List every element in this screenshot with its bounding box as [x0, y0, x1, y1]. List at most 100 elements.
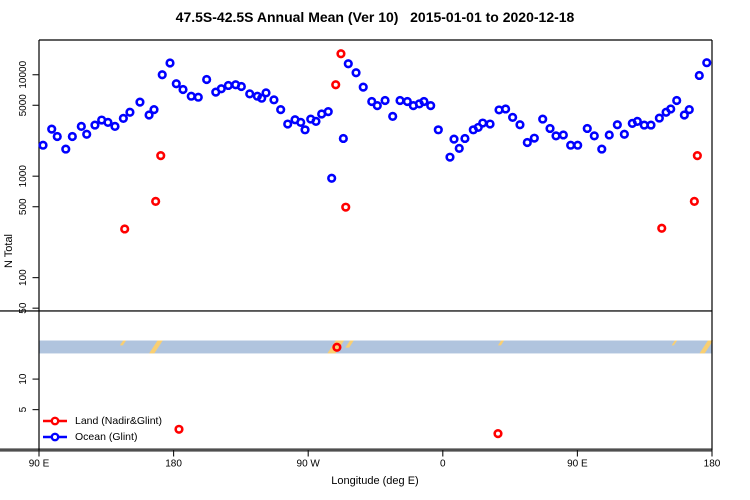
x-tick-label: 180 — [704, 459, 721, 470]
x-tick-label: 180 — [165, 459, 182, 470]
data-point-ocean — [165, 58, 175, 68]
land-mark — [149, 340, 163, 354]
data-point-ocean — [327, 173, 337, 183]
data-point-land — [156, 151, 166, 161]
data-point-ocean — [426, 100, 436, 111]
data-point-land — [692, 151, 702, 161]
y-axis-label: N Total — [3, 233, 15, 269]
x-tick-label: 90 E — [29, 459, 50, 470]
data-point-ocean — [311, 116, 321, 126]
data-point-ocean — [445, 152, 455, 162]
data-point-ocean — [149, 105, 159, 115]
data-point-land — [493, 429, 503, 439]
data-point-ocean — [694, 70, 704, 81]
data-point-ocean — [178, 84, 188, 95]
data-point-ocean — [702, 58, 712, 68]
data-point-ocean — [338, 133, 348, 144]
data-point-ocean — [61, 144, 71, 154]
y-tick-label: 5000 — [18, 94, 29, 117]
ocean-strip — [39, 340, 712, 354]
data-point-ocean — [679, 110, 689, 120]
legend-label-land: Land (Nadir&Glint) — [75, 414, 162, 427]
y-tick-label: 50 — [18, 302, 29, 314]
land-mark — [497, 340, 505, 346]
data-point-ocean — [323, 107, 333, 117]
data-point-ocean — [402, 96, 412, 107]
data-point-ocean — [666, 104, 676, 114]
data-point-ocean — [276, 105, 286, 115]
data-point-ocean — [545, 123, 555, 134]
data-point-ocean — [245, 89, 255, 99]
data-point-land — [331, 80, 341, 90]
land-mark — [345, 340, 354, 348]
x-tick-label: 90 E — [567, 459, 588, 470]
data-point-ocean — [171, 79, 181, 89]
data-point-ocean — [508, 112, 518, 122]
data-point-ocean — [223, 80, 233, 91]
y-tick-label: 500 — [18, 198, 29, 215]
data-point-ocean — [110, 121, 120, 132]
data-point-ocean — [672, 95, 682, 106]
data-point-ocean — [261, 88, 271, 98]
x-tick-label: 90 W — [297, 459, 321, 470]
data-point-ocean — [38, 140, 48, 150]
data-point-ocean — [300, 125, 310, 135]
data-point-ocean — [47, 124, 57, 134]
data-point-ocean — [433, 125, 443, 135]
data-point-ocean — [358, 82, 368, 92]
data-point-ocean — [485, 119, 495, 129]
chart-title: 47.5S-42.5S Annual Mean (Ver 10) 2015-01… — [175, 9, 575, 25]
data-point-ocean — [82, 129, 92, 139]
data-point-ocean — [597, 144, 607, 154]
data-point-land — [151, 196, 161, 206]
data-point-ocean — [343, 59, 353, 69]
data-point-ocean — [478, 118, 488, 128]
data-point-ocean — [144, 110, 154, 120]
data-point-ocean — [501, 104, 511, 114]
data-point-ocean — [118, 113, 128, 123]
data-point-land — [120, 224, 130, 234]
y-tick-label: 10 — [18, 373, 29, 385]
data-point-ocean — [257, 93, 267, 103]
data-point-land — [657, 223, 667, 233]
land-marker-icon — [43, 416, 67, 425]
data-point-ocean — [619, 129, 629, 139]
y-tick-label: 1000 — [18, 165, 29, 188]
data-point-land — [341, 202, 351, 212]
data-point-ocean — [589, 131, 599, 141]
data-point-ocean — [632, 116, 642, 126]
y-tick-label: 5 — [18, 406, 29, 412]
y-tick-label: 10000 — [18, 60, 29, 88]
data-point-ocean — [529, 133, 539, 143]
land-mark — [699, 340, 714, 354]
ocean-marker-icon — [43, 432, 67, 441]
data-point-ocean — [186, 91, 196, 101]
data-point-ocean — [654, 113, 664, 123]
data-point-ocean — [351, 68, 361, 78]
data-point-ocean — [103, 117, 113, 128]
data-point-ocean — [202, 74, 212, 85]
data-point-land — [332, 342, 342, 352]
data-point-ocean — [454, 143, 464, 153]
data-point-land — [174, 424, 184, 434]
data-point-ocean — [193, 92, 203, 102]
x-axis-label: Longitude (deg E) — [331, 475, 419, 487]
data-point-ocean — [76, 121, 86, 132]
data-point-ocean — [538, 114, 548, 124]
data-point-ocean — [566, 140, 576, 150]
data-point-ocean — [269, 95, 279, 105]
data-point-ocean — [419, 96, 429, 107]
data-point-ocean — [515, 120, 525, 130]
data-point-ocean — [582, 123, 592, 134]
legend-item-land: Land (Nadir&Glint) — [42, 413, 162, 428]
data-point-ocean — [460, 133, 470, 144]
land-mark — [671, 340, 678, 346]
land-mark — [119, 340, 127, 346]
data-point-ocean — [612, 120, 622, 130]
data-point-ocean — [551, 131, 561, 141]
data-point-ocean — [395, 95, 405, 106]
data-point-ocean — [236, 81, 246, 92]
x-tick-label: 0 — [440, 459, 446, 470]
